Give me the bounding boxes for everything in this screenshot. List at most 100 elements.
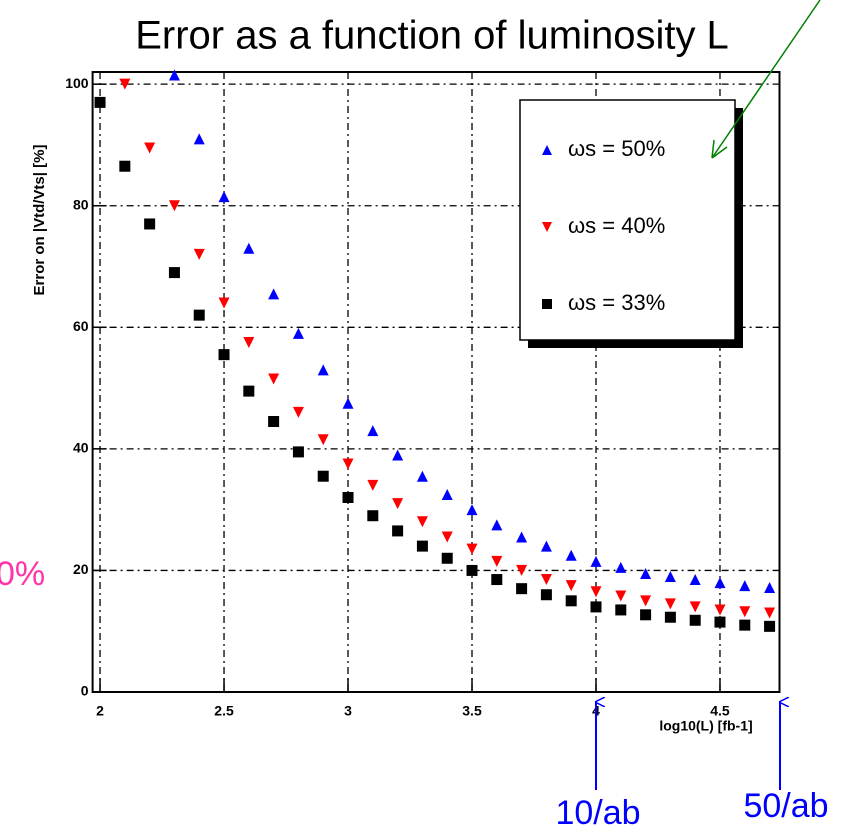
marker	[664, 598, 676, 610]
x-axis-label: log10(L) [fb-1]	[659, 718, 752, 734]
marker	[342, 491, 354, 503]
marker	[243, 336, 255, 348]
marker	[540, 540, 552, 552]
x-tick-label: 3	[344, 703, 352, 719]
marker	[664, 611, 676, 623]
chart-title: Error as a function of luminosity L	[135, 14, 729, 58]
marker	[119, 78, 131, 90]
legend-box	[519, 99, 736, 341]
marker	[689, 601, 701, 613]
annotation: 50/ab	[743, 787, 828, 825]
marker	[94, 96, 106, 108]
marker	[392, 449, 404, 461]
marker	[739, 580, 751, 592]
marker	[292, 406, 304, 418]
marker	[416, 470, 428, 482]
marker	[565, 595, 577, 607]
marker	[193, 248, 205, 260]
marker	[491, 574, 503, 586]
marker	[416, 516, 428, 528]
marker	[268, 416, 280, 428]
marker	[739, 619, 751, 631]
marker	[441, 552, 453, 564]
marker	[714, 604, 726, 616]
marker	[144, 142, 156, 154]
marker	[416, 540, 428, 552]
marker	[292, 446, 304, 458]
legend-marker	[542, 299, 552, 309]
marker	[590, 555, 602, 567]
marker	[615, 561, 627, 573]
y-axis-label: Error on |Vtd/Vts| [%]	[31, 145, 48, 296]
annotation: 10/ab	[555, 794, 640, 832]
marker	[466, 564, 478, 576]
green-arrowhead	[711, 139, 728, 159]
marker	[689, 614, 701, 626]
marker	[540, 574, 552, 586]
marker	[590, 601, 602, 613]
legend-label: ωs = 40%	[568, 213, 665, 238]
marker	[441, 488, 453, 500]
y-tick-label: 20	[73, 561, 89, 577]
marker	[615, 590, 627, 602]
marker	[317, 434, 329, 446]
marker	[565, 549, 577, 561]
marker	[739, 606, 751, 618]
legend-label: ωs = 33%	[568, 290, 665, 315]
marker	[144, 218, 156, 230]
y-tick-label: 60	[73, 318, 89, 334]
marker	[491, 519, 503, 531]
y-tick-label: 100	[65, 75, 89, 91]
marker	[764, 607, 776, 619]
x-tick-label: 2.5	[214, 703, 234, 719]
y-tick-label: 0	[81, 683, 89, 699]
x-tick-label: 2	[96, 703, 104, 719]
y-tick-label: 40	[73, 440, 89, 456]
marker	[218, 297, 230, 309]
marker	[218, 349, 230, 361]
marker	[367, 425, 379, 437]
marker	[168, 200, 180, 212]
marker	[516, 583, 528, 595]
marker	[168, 267, 180, 279]
marker	[689, 574, 701, 586]
x-tick-label: 4.5	[710, 703, 730, 719]
marker	[516, 564, 528, 576]
marker	[367, 510, 379, 522]
marker	[342, 458, 354, 470]
marker	[193, 133, 205, 145]
marker	[243, 242, 255, 254]
marker	[664, 571, 676, 583]
marker	[491, 555, 503, 567]
marker	[640, 595, 652, 607]
marker	[466, 504, 478, 516]
marker	[193, 309, 205, 321]
marker	[392, 525, 404, 537]
marker	[218, 191, 230, 203]
x-tick-label: 3.5	[462, 703, 482, 719]
marker	[516, 531, 528, 543]
marker	[342, 397, 354, 409]
marker	[640, 609, 652, 621]
annotation: 0%	[0, 555, 45, 593]
marker	[292, 327, 304, 339]
legend: ωs = 50% ωs = 40% ωs = 33%	[519, 99, 743, 348]
marker	[268, 373, 280, 385]
marker	[540, 589, 552, 601]
marker	[466, 543, 478, 555]
marker	[714, 616, 726, 628]
marker	[317, 470, 329, 482]
marker	[764, 620, 776, 632]
marker	[367, 479, 379, 491]
marker	[119, 160, 131, 172]
marker	[268, 288, 280, 300]
green-arrow	[711, 0, 821, 159]
marker	[590, 586, 602, 598]
marker	[764, 581, 776, 593]
legend-label: ωs = 50%	[568, 136, 665, 161]
y-tick-label: 80	[73, 196, 89, 212]
marker	[615, 604, 627, 616]
marker	[640, 567, 652, 579]
marker	[317, 364, 329, 376]
